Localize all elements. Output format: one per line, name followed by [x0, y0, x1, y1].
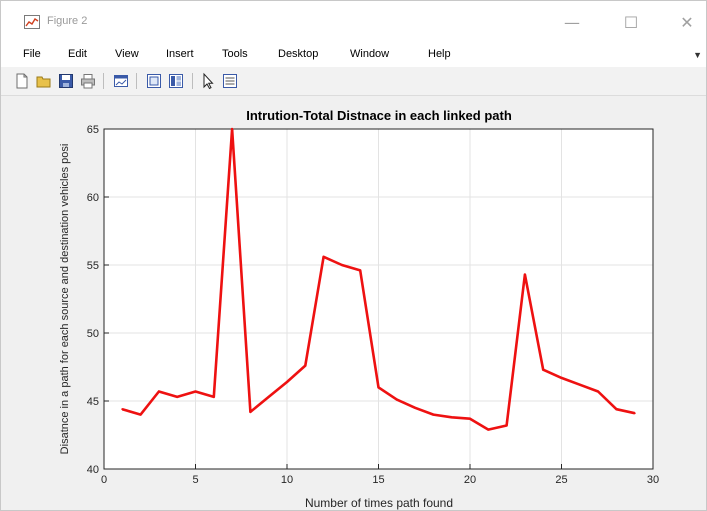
- data-point: [340, 264, 343, 266]
- data-point: [139, 413, 142, 416]
- x-tick-label: 20: [464, 474, 476, 486]
- y-tick-label: 60: [87, 192, 99, 204]
- figure-toolbar: [1, 67, 706, 96]
- menu-bar: File Edit View Insert Tools Desktop Wind…: [1, 41, 706, 67]
- toolbar-separator: [192, 73, 193, 89]
- toolbar-separator: [103, 73, 104, 89]
- window-title: Figure 2: [47, 15, 88, 27]
- x-axis-label: Number of times path found: [305, 496, 453, 510]
- series-layer: [121, 127, 636, 431]
- menu-desktop[interactable]: Desktop: [278, 48, 319, 60]
- x-tick-label: 10: [281, 474, 293, 486]
- figure-canvas: 0 5 10 15 20 25 30 40 45 50 55 60 65 Intrution-Total…: [1, 96, 707, 511]
- minimize-button[interactable]: —: [564, 13, 580, 32]
- menu-insert[interactable]: Insert: [166, 48, 194, 60]
- axis-ticks: 0 5 10 15 20 25 30 40 45 50 55 60 65: [87, 124, 659, 486]
- data-point: [560, 376, 563, 379]
- y-axis-label: Disatnce in a path for each source and d…: [59, 144, 71, 455]
- y-tick-label: 45: [87, 396, 99, 408]
- data-point: [267, 395, 270, 398]
- data-point: [249, 410, 252, 413]
- data-point: [597, 390, 600, 393]
- hide-plot-tools-icon[interactable]: [145, 72, 163, 90]
- menu-file[interactable]: File: [23, 48, 41, 60]
- open-file-icon[interactable]: [35, 72, 53, 90]
- data-point: [377, 386, 380, 389]
- insert-legend-icon[interactable]: [221, 72, 239, 90]
- data-point: [304, 364, 307, 367]
- data-point: [286, 380, 288, 383]
- y-tick-label: 65: [87, 124, 99, 136]
- y-tick-label: 40: [87, 464, 99, 476]
- menu-window[interactable]: Window: [350, 48, 390, 60]
- data-point: [359, 269, 362, 272]
- menu-edit[interactable]: Edit: [68, 48, 87, 60]
- chart-title: Intrution-Total Distnace in each linked …: [246, 108, 512, 123]
- data-point: [615, 408, 618, 411]
- line-chart[interactable]: 0 5 10 15 20 25 30 40 45 50 55 60 65 Intrution-Total…: [1, 96, 707, 511]
- x-tick-label: 25: [555, 474, 567, 486]
- data-point: [176, 395, 179, 398]
- data-point: [487, 428, 490, 431]
- data-point: [322, 255, 325, 258]
- toolbar-separator: [136, 73, 137, 89]
- menu-overflow-icon[interactable]: ▼: [693, 50, 702, 60]
- save-icon[interactable]: [57, 72, 75, 90]
- data-point: [414, 406, 417, 409]
- data-point: [633, 412, 636, 415]
- title-bar[interactable]: Figure 2 — ☐ ✕: [1, 1, 706, 41]
- menu-view[interactable]: View: [115, 48, 139, 60]
- y-tick-label: 55: [87, 260, 99, 272]
- data-point: [121, 408, 124, 411]
- data-point: [542, 368, 545, 371]
- data-point: [157, 390, 160, 393]
- menu-tools[interactable]: Tools: [222, 48, 248, 60]
- x-tick-label: 30: [647, 474, 659, 486]
- maximize-button[interactable]: ☐: [623, 13, 639, 32]
- show-plot-tools-icon[interactable]: [167, 72, 185, 90]
- new-figure-icon[interactable]: [13, 72, 31, 90]
- x-tick-label: 0: [101, 474, 107, 486]
- x-tick-label: 5: [192, 474, 198, 486]
- y-tick-label: 50: [87, 328, 99, 340]
- link-plot-icon[interactable]: [112, 72, 130, 90]
- data-point: [395, 398, 398, 401]
- close-button[interactable]: ✕: [680, 13, 694, 32]
- data-point: [212, 395, 215, 398]
- axes-box: [103, 128, 654, 470]
- menu-help[interactable]: Help: [428, 48, 451, 60]
- matlab-figure-icon: [24, 15, 40, 29]
- data-point: [469, 417, 471, 420]
- print-icon[interactable]: [79, 72, 97, 90]
- data-point: [578, 383, 581, 386]
- data-point: [194, 390, 197, 393]
- x-tick-label: 15: [372, 474, 384, 486]
- data-point: [523, 273, 526, 276]
- data-point: [432, 413, 435, 416]
- edit-plot-icon[interactable]: [200, 72, 218, 90]
- data-point: [231, 128, 234, 130]
- data-point: [450, 416, 453, 419]
- data-point: [505, 424, 508, 427]
